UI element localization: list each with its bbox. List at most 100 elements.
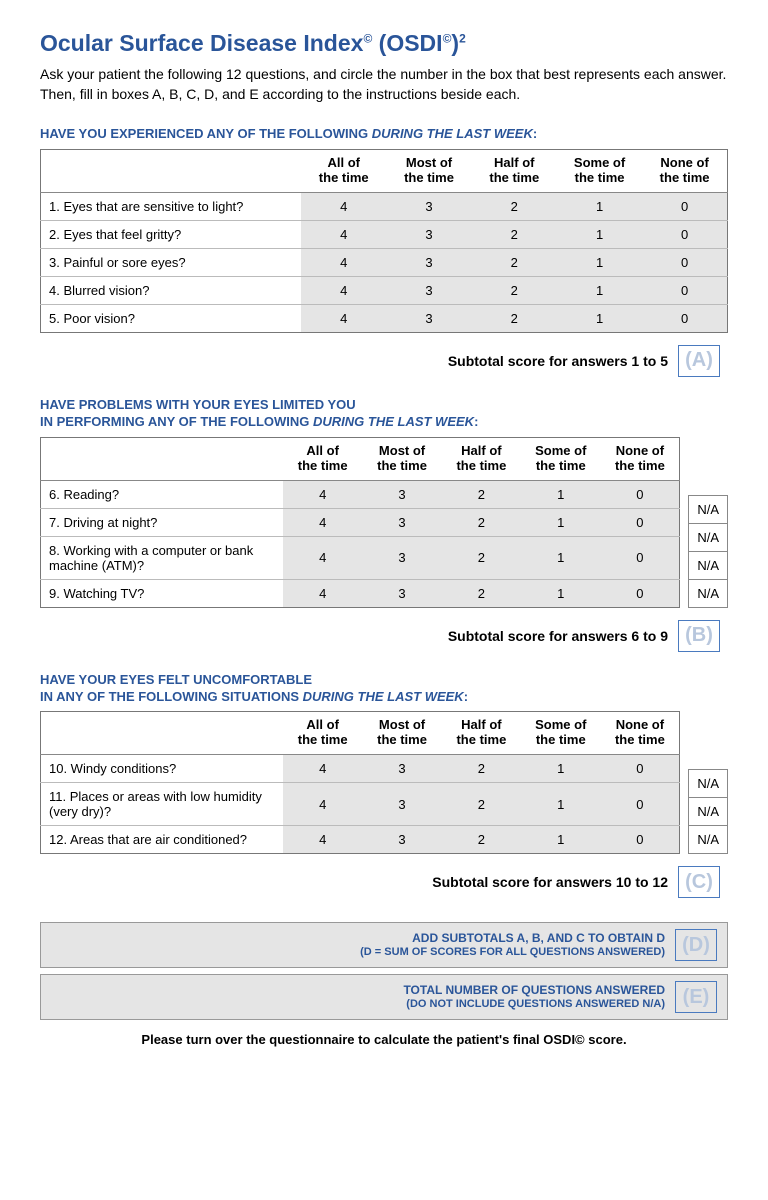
- summary-box[interactable]: (E): [675, 981, 717, 1013]
- table-row: 2. Eyes that feel gritty?43210: [41, 220, 728, 248]
- answer-cell[interactable]: 2: [442, 508, 521, 536]
- answer-cell[interactable]: 4: [301, 220, 386, 248]
- na-cell[interactable]: N/A: [689, 579, 728, 607]
- answer-cell[interactable]: 1: [521, 755, 600, 783]
- answer-cell[interactable]: 1: [521, 579, 600, 607]
- answer-cell[interactable]: 4: [283, 755, 362, 783]
- answer-cell[interactable]: 2: [442, 536, 521, 579]
- answer-cell[interactable]: 1: [521, 480, 600, 508]
- answer-cell[interactable]: 0: [642, 304, 727, 332]
- answer-cell[interactable]: 1: [557, 220, 642, 248]
- subtotal-row: Subtotal score for answers 6 to 9 (B): [40, 620, 728, 652]
- title-abbrev: (OSDI: [379, 30, 443, 56]
- answer-cell[interactable]: 3: [362, 480, 441, 508]
- answer-cell[interactable]: 0: [600, 755, 679, 783]
- answer-cell[interactable]: 2: [442, 783, 521, 826]
- na-cell[interactable]: N/A: [689, 798, 728, 826]
- answer-cell[interactable]: 0: [600, 480, 679, 508]
- answer-cell[interactable]: 0: [600, 783, 679, 826]
- intro-text: Ask your patient the following 12 questi…: [40, 65, 728, 104]
- answer-cell[interactable]: 3: [386, 304, 471, 332]
- answer-cell[interactable]: 0: [600, 826, 679, 854]
- answer-cell[interactable]: 2: [472, 220, 557, 248]
- na-cell[interactable]: N/A: [689, 826, 728, 854]
- table-row: 3. Painful or sore eyes?43210: [41, 248, 728, 276]
- answer-cell[interactable]: 4: [283, 536, 362, 579]
- answer-cell[interactable]: 2: [472, 192, 557, 220]
- answer-cell[interactable]: 4: [283, 826, 362, 854]
- na-cell[interactable]: N/A: [689, 551, 728, 579]
- na-column: N/AN/AN/A: [688, 769, 728, 854]
- answer-cell[interactable]: 3: [362, 536, 441, 579]
- na-column: N/AN/AN/AN/A: [688, 495, 728, 608]
- answer-cell[interactable]: 3: [386, 276, 471, 304]
- answer-cell[interactable]: 0: [642, 192, 727, 220]
- answer-cell[interactable]: 0: [642, 276, 727, 304]
- answer-cell[interactable]: 1: [557, 248, 642, 276]
- subtotal-box[interactable]: (B): [678, 620, 720, 652]
- title-copyright: ©: [363, 31, 372, 45]
- question-text: 1. Eyes that are sensitive to light?: [41, 192, 302, 220]
- title-super: 2: [459, 31, 466, 45]
- answer-cell[interactable]: 2: [442, 755, 521, 783]
- answer-cell[interactable]: 1: [557, 276, 642, 304]
- answer-cell[interactable]: 3: [386, 220, 471, 248]
- question-text: 8. Working with a computer or bank machi…: [41, 536, 284, 579]
- answer-cell[interactable]: 1: [521, 783, 600, 826]
- answer-cell[interactable]: 2: [442, 480, 521, 508]
- answer-cell[interactable]: 1: [521, 508, 600, 536]
- answer-cell[interactable]: 1: [521, 536, 600, 579]
- answer-cell[interactable]: 0: [600, 536, 679, 579]
- answer-cell[interactable]: 2: [442, 579, 521, 607]
- answer-cell[interactable]: 2: [472, 248, 557, 276]
- subtotal-label: Subtotal score for answers 6 to 9: [448, 628, 668, 644]
- column-header: None ofthe time: [600, 712, 679, 755]
- na-cell[interactable]: N/A: [689, 523, 728, 551]
- na-cell[interactable]: N/A: [689, 770, 728, 798]
- table-row: 10. Windy conditions?43210: [41, 755, 680, 783]
- subtotal-box[interactable]: (C): [678, 866, 720, 898]
- answer-cell[interactable]: 3: [362, 508, 441, 536]
- answer-cell[interactable]: 4: [301, 276, 386, 304]
- summary-text: Add subtotals A, B, and C to obtain D(D …: [360, 931, 665, 960]
- answer-cell[interactable]: 4: [283, 508, 362, 536]
- table-row: 7. Driving at night?43210: [41, 508, 680, 536]
- answer-cell[interactable]: 4: [283, 480, 362, 508]
- section-heading: Have your eyes felt uncomfortablein any …: [40, 672, 728, 706]
- answer-cell[interactable]: 3: [362, 755, 441, 783]
- summary-text: Total number of questions answered(do no…: [403, 983, 665, 1012]
- answer-cell[interactable]: 3: [362, 579, 441, 607]
- answer-cell[interactable]: 0: [642, 248, 727, 276]
- title-main: Ocular Surface Disease Index: [40, 30, 363, 56]
- answer-cell[interactable]: 1: [557, 304, 642, 332]
- question-table: All ofthe timeMost ofthe timeHalf ofthe …: [40, 149, 728, 333]
- answer-cell[interactable]: 4: [301, 248, 386, 276]
- answer-cell[interactable]: 1: [521, 826, 600, 854]
- question-table: All ofthe timeMost ofthe timeHalf ofthe …: [40, 437, 680, 608]
- column-header: Most ofthe time: [362, 437, 441, 480]
- answer-cell[interactable]: 0: [642, 220, 727, 248]
- column-header: Half ofthe time: [442, 437, 521, 480]
- answer-cell[interactable]: 4: [283, 579, 362, 607]
- answer-cell[interactable]: 4: [283, 783, 362, 826]
- summary-box[interactable]: (D): [675, 929, 717, 961]
- answer-cell[interactable]: 3: [386, 192, 471, 220]
- na-cell[interactable]: N/A: [689, 495, 728, 523]
- column-header: Most ofthe time: [362, 712, 441, 755]
- question-text: 2. Eyes that feel gritty?: [41, 220, 302, 248]
- subtotal-box[interactable]: (A): [678, 345, 720, 377]
- answer-cell[interactable]: 3: [362, 783, 441, 826]
- answer-cell[interactable]: 3: [362, 826, 441, 854]
- table-row: 4. Blurred vision?43210: [41, 276, 728, 304]
- summary-block: Add subtotals A, B, and C to obtain D(D …: [40, 922, 728, 1020]
- answer-cell[interactable]: 2: [442, 826, 521, 854]
- answer-cell[interactable]: 2: [472, 304, 557, 332]
- answer-cell[interactable]: 0: [600, 579, 679, 607]
- answer-cell[interactable]: 3: [386, 248, 471, 276]
- answer-cell[interactable]: 4: [301, 304, 386, 332]
- answer-cell[interactable]: 0: [600, 508, 679, 536]
- answer-cell[interactable]: 1: [557, 192, 642, 220]
- column-header: All ofthe time: [283, 437, 362, 480]
- answer-cell[interactable]: 4: [301, 192, 386, 220]
- answer-cell[interactable]: 2: [472, 276, 557, 304]
